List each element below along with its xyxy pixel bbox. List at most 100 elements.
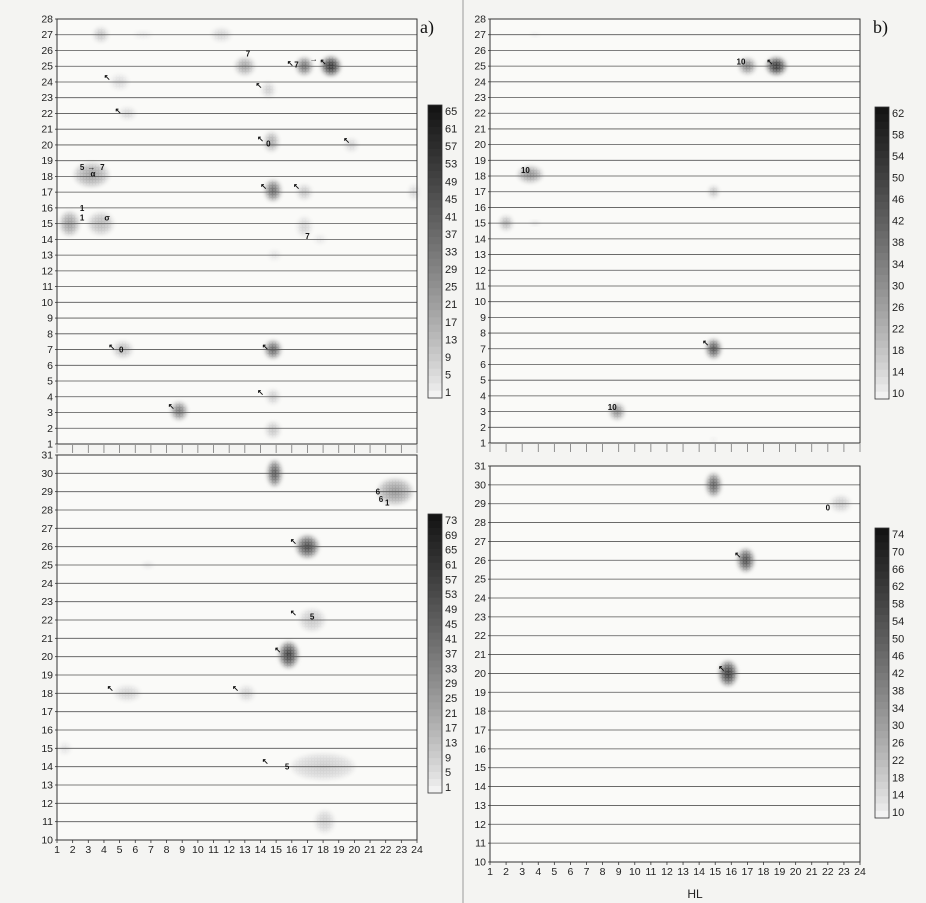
colorbar-swatch [875, 296, 889, 305]
y-tick-label: 26 [474, 555, 486, 567]
colorbar-swatch [875, 216, 889, 225]
colorbar-swatch [875, 180, 889, 188]
colorbar-tick-label: 18 [892, 345, 904, 357]
colorbar-swatch [875, 172, 889, 181]
colorbar-swatch [428, 251, 442, 260]
colorbar-swatch [428, 541, 442, 550]
y-tick-label: 7 [480, 343, 486, 355]
colorbar-swatch [875, 644, 889, 652]
colorbar-tick-label: 37 [445, 649, 457, 661]
colorbar-swatch [875, 745, 889, 754]
annotation-mark: ↖ [115, 106, 122, 115]
colorbar-swatch [428, 207, 442, 216]
y-tick-label: 20 [41, 139, 53, 151]
x-tick-label: 5 [117, 844, 123, 856]
plot-frame [56, 454, 418, 841]
colorbar-tick-label: 18 [892, 772, 904, 784]
y-tick-label: 20 [474, 668, 486, 680]
y-tick-label: 5 [47, 376, 53, 388]
y-tick-label: 6 [47, 360, 53, 372]
x-tick-label: 10 [629, 866, 641, 878]
colorbar-tick-label: 66 [892, 564, 904, 576]
x-tick-label: 3 [519, 866, 525, 878]
y-tick-label: 9 [480, 312, 486, 324]
x-tick-label: 10 [192, 844, 204, 856]
annotation-mark: ↖ [290, 609, 297, 618]
colorbar-swatch [875, 593, 889, 601]
colorbar-tick-label: 25 [445, 693, 457, 705]
colorbar-tick-label: 5 [445, 369, 451, 381]
colorbar-swatch [875, 781, 889, 790]
annotation-mark: ↖ [108, 342, 115, 351]
colorbar-swatch [428, 273, 442, 282]
heatmap-b-upper: 1234567891011121314151617181920212223242… [474, 14, 904, 452]
colorbar-swatch [428, 376, 442, 384]
y-tick-label: 14 [41, 234, 53, 246]
annotation-mark: ↖ [262, 757, 269, 766]
colorbar-tick-label: 21 [445, 299, 457, 311]
colorbar-tick-label: 25 [445, 282, 457, 294]
y-tick-label: 17 [474, 725, 486, 737]
colorbar-swatch [875, 738, 889, 746]
x-tick-label: 18 [317, 844, 329, 856]
colorbar-tick-label: 5 [445, 767, 451, 779]
colorbar-frame [874, 527, 890, 819]
annotation-mark: ↖ [343, 136, 350, 145]
colorbar-swatch [875, 143, 889, 152]
y-tick-label: 13 [474, 800, 486, 812]
y-tick-label: 14 [41, 761, 53, 773]
x-tick-label: 21 [806, 866, 818, 878]
x-tick-label: 19 [774, 866, 786, 878]
colorbar-swatch [428, 625, 442, 634]
x-tick-label: 12 [661, 866, 673, 878]
colorbar-swatch [428, 604, 442, 613]
x-tick-label: 20 [349, 844, 361, 856]
y-tick-label: 26 [474, 45, 486, 57]
colorbar-tick-label: 42 [892, 668, 904, 680]
annotation-mark: ↖ [702, 338, 709, 347]
colorbar-tick-label: 42 [892, 216, 904, 228]
colorbar-tick-label: 45 [445, 194, 457, 206]
y-tick-label: 12 [41, 798, 53, 810]
x-tick-label: 2 [70, 844, 76, 856]
x-tick-label: 17 [302, 844, 314, 856]
colorbar-swatch [428, 200, 442, 209]
annotation-mark: ↖ [107, 684, 114, 693]
colorbar-swatch [875, 803, 889, 812]
y-tick-label: 3 [480, 406, 486, 418]
colorbar-tick-label: 58 [892, 599, 904, 611]
colorbar-swatch [428, 383, 442, 392]
colorbar-swatch [875, 528, 889, 536]
colorbar-swatch [428, 555, 442, 564]
annotation-mark: 7 [305, 232, 310, 241]
y-tick-label: 31 [474, 461, 486, 473]
colorbar-tick-label: 13 [445, 738, 457, 750]
colorbar-swatch [428, 618, 442, 627]
colorbar-swatch [875, 194, 889, 203]
colorbar-swatch [875, 716, 889, 725]
x-tick-label: 15 [270, 844, 282, 856]
x-tick-label: 15 [709, 866, 721, 878]
data-blob-texture [265, 180, 281, 201]
colorbar-swatch [428, 346, 442, 355]
annotation-mark: 7 [100, 163, 105, 172]
annotation-mark: ↖ [232, 684, 239, 693]
data-blob-texture [265, 421, 281, 438]
y-tick-label: 23 [474, 92, 486, 104]
colorbar-tick-label: 53 [445, 159, 457, 171]
y-tick-label: 4 [47, 391, 53, 403]
colorbar-tick-label: 34 [892, 259, 904, 271]
colorbar-tick-label: 41 [445, 211, 457, 223]
y-tick-label: 10 [474, 296, 486, 308]
colorbar-tick-label: 49 [445, 176, 457, 188]
x-tick-label: 19 [333, 844, 345, 856]
y-tick-label: 5 [480, 375, 486, 387]
colorbar-swatch [428, 590, 442, 599]
annotation-mark: 6 [376, 488, 381, 497]
y-tick-label: 28 [41, 505, 53, 517]
colorbar-swatch [428, 548, 442, 557]
annotation-mark: 7 [294, 61, 299, 70]
x-tick-label: 2 [503, 866, 509, 878]
y-tick-label: 14 [474, 233, 486, 245]
